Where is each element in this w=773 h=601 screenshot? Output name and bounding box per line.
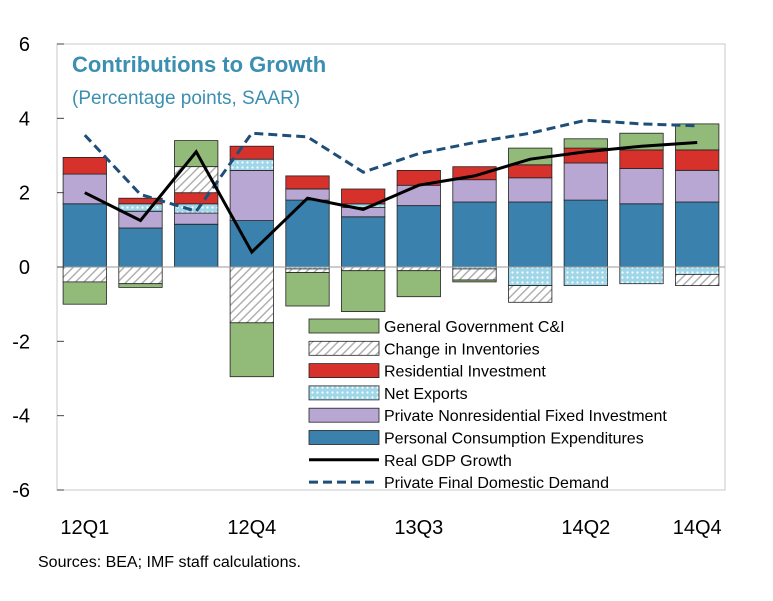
- bar-pce-13Q2: [341, 216, 386, 268]
- x-axis: 12Q1 12Q4 13Q3 14Q2 14Q4: [60, 517, 721, 539]
- bar-net_exports-14Q4: [675, 266, 720, 275]
- x-tick-label: 14Q2: [561, 517, 610, 539]
- bar-inventories-13Q1: [285, 268, 330, 273]
- bar-inventories-14Q1: [508, 285, 553, 303]
- lines-layer: [83, 118, 698, 255]
- legend: General Government C&I Change in Inventor…: [308, 318, 667, 492]
- y-tick-label: -6: [12, 480, 30, 502]
- bar-pnfi-14Q1: [508, 177, 553, 203]
- bar-pce-12Q1: [62, 203, 107, 268]
- bar-pnfi-13Q4: [452, 179, 497, 203]
- legend-swatch-pce: [308, 430, 380, 445]
- bar-pnfi-13Q3: [396, 184, 441, 206]
- bar-pce-12Q2: [118, 227, 163, 268]
- bar-government-13Q1: [285, 272, 330, 307]
- bar-government-12Q1: [62, 281, 107, 305]
- bar-pnfi-14Q3: [619, 168, 664, 205]
- bar-inventories-13Q3: [396, 266, 441, 272]
- bar-pnfi-14Q4: [675, 169, 720, 203]
- chart-title: Contributions to Growth: [72, 52, 326, 77]
- bar-residential-14Q1: [508, 164, 553, 179]
- bar-inventories-12Q1: [62, 266, 107, 283]
- legend-label-government: General Government C&I: [384, 319, 565, 336]
- bar-net_exports-12Q3: [174, 203, 219, 214]
- y-tick-label: 2: [19, 183, 30, 205]
- bar-government-13Q2: [341, 270, 386, 313]
- legend-label-pce: Personal Consumption Expenditures: [384, 431, 644, 448]
- y-tick-label: -4: [12, 406, 30, 428]
- bar-residential-14Q4: [675, 149, 720, 171]
- legend-label-residential: Residential Investment: [384, 364, 546, 381]
- legend-label-pfdd_line: Private Final Domestic Demand: [384, 475, 609, 492]
- bar-net_exports-14Q3: [619, 266, 664, 285]
- bar-pce-13Q1: [285, 199, 330, 268]
- bar-pce-14Q2: [563, 199, 608, 268]
- legend-swatch-pnfi: [308, 407, 380, 423]
- bar-pce-13Q3: [396, 205, 441, 268]
- line-private-final-domestic-demand: [83, 118, 698, 214]
- bar-pce-14Q3: [619, 203, 664, 268]
- y-tick-label: 6: [19, 34, 30, 56]
- bar-inventories-12Q4: [229, 266, 274, 324]
- bar-government-12Q2: [118, 283, 163, 288]
- bar-pnfi-12Q4: [229, 169, 274, 221]
- bar-pce-13Q4: [452, 201, 497, 268]
- y-tick-label: 0: [19, 257, 30, 279]
- bar-government-13Q3: [396, 270, 441, 298]
- bar-government-14Q4: [675, 123, 720, 151]
- bar-pce-14Q4: [675, 201, 720, 268]
- bar-net_exports-14Q1: [508, 266, 553, 287]
- legend-label-inventories: Change in Inventories: [384, 341, 540, 358]
- bar-net_exports-14Q2: [563, 266, 608, 287]
- y-tick-label: -2: [12, 331, 30, 353]
- line-real-gdp-growth: [84, 141, 698, 255]
- chart-subtitle: (Percentage points, SAAR): [72, 88, 300, 109]
- bar-government-12Q4: [229, 322, 274, 378]
- bar-inventories-13Q2: [341, 266, 386, 272]
- bar-inventories-13Q4: [452, 268, 497, 281]
- y-tick-label: 4: [19, 108, 30, 130]
- bar-residential-14Q3: [619, 149, 664, 169]
- bar-inventories-14Q4: [675, 273, 720, 286]
- y-axis: 6 4 2 0 -2 -4 -6: [12, 34, 64, 502]
- bar-government-14Q2: [563, 138, 608, 149]
- bar-net_exports-12Q4: [229, 158, 274, 171]
- legend-swatch-government: [308, 318, 380, 334]
- bar-residential-12Q1: [62, 156, 107, 175]
- bar-residential-13Q1: [285, 175, 330, 190]
- bar-residential-12Q3: [174, 192, 219, 205]
- legend-label-gdp_line: Real GDP Growth: [384, 453, 512, 470]
- legend-label-pnfi: Private Nonresidential Fixed Investment: [384, 408, 667, 425]
- legend-swatch-residential: [308, 363, 380, 379]
- bar-government-13Q4: [452, 279, 497, 283]
- bar-pnfi-14Q2: [563, 162, 608, 201]
- bar-residential-13Q2: [341, 188, 386, 205]
- x-tick-label: 12Q1: [60, 517, 109, 539]
- x-tick-label: 14Q4: [673, 517, 722, 539]
- bars-layer: [62, 123, 720, 378]
- bar-inventories-12Q2: [118, 266, 163, 285]
- legend-label-net_exports: Net Exports: [384, 386, 468, 403]
- x-tick-label: 12Q4: [227, 517, 276, 539]
- x-tick-label: 13Q3: [394, 517, 443, 539]
- bar-pce-14Q1: [508, 201, 553, 268]
- source-note: Sources: BEA; IMF staff calculations.: [38, 554, 301, 571]
- legend-swatch-net_exports: [308, 385, 380, 401]
- bar-net_exports-12Q2: [118, 203, 163, 212]
- legend-swatch-inventories: [308, 340, 380, 356]
- bar-pce-12Q3: [174, 223, 219, 268]
- bar-pnfi-12Q3: [174, 212, 219, 225]
